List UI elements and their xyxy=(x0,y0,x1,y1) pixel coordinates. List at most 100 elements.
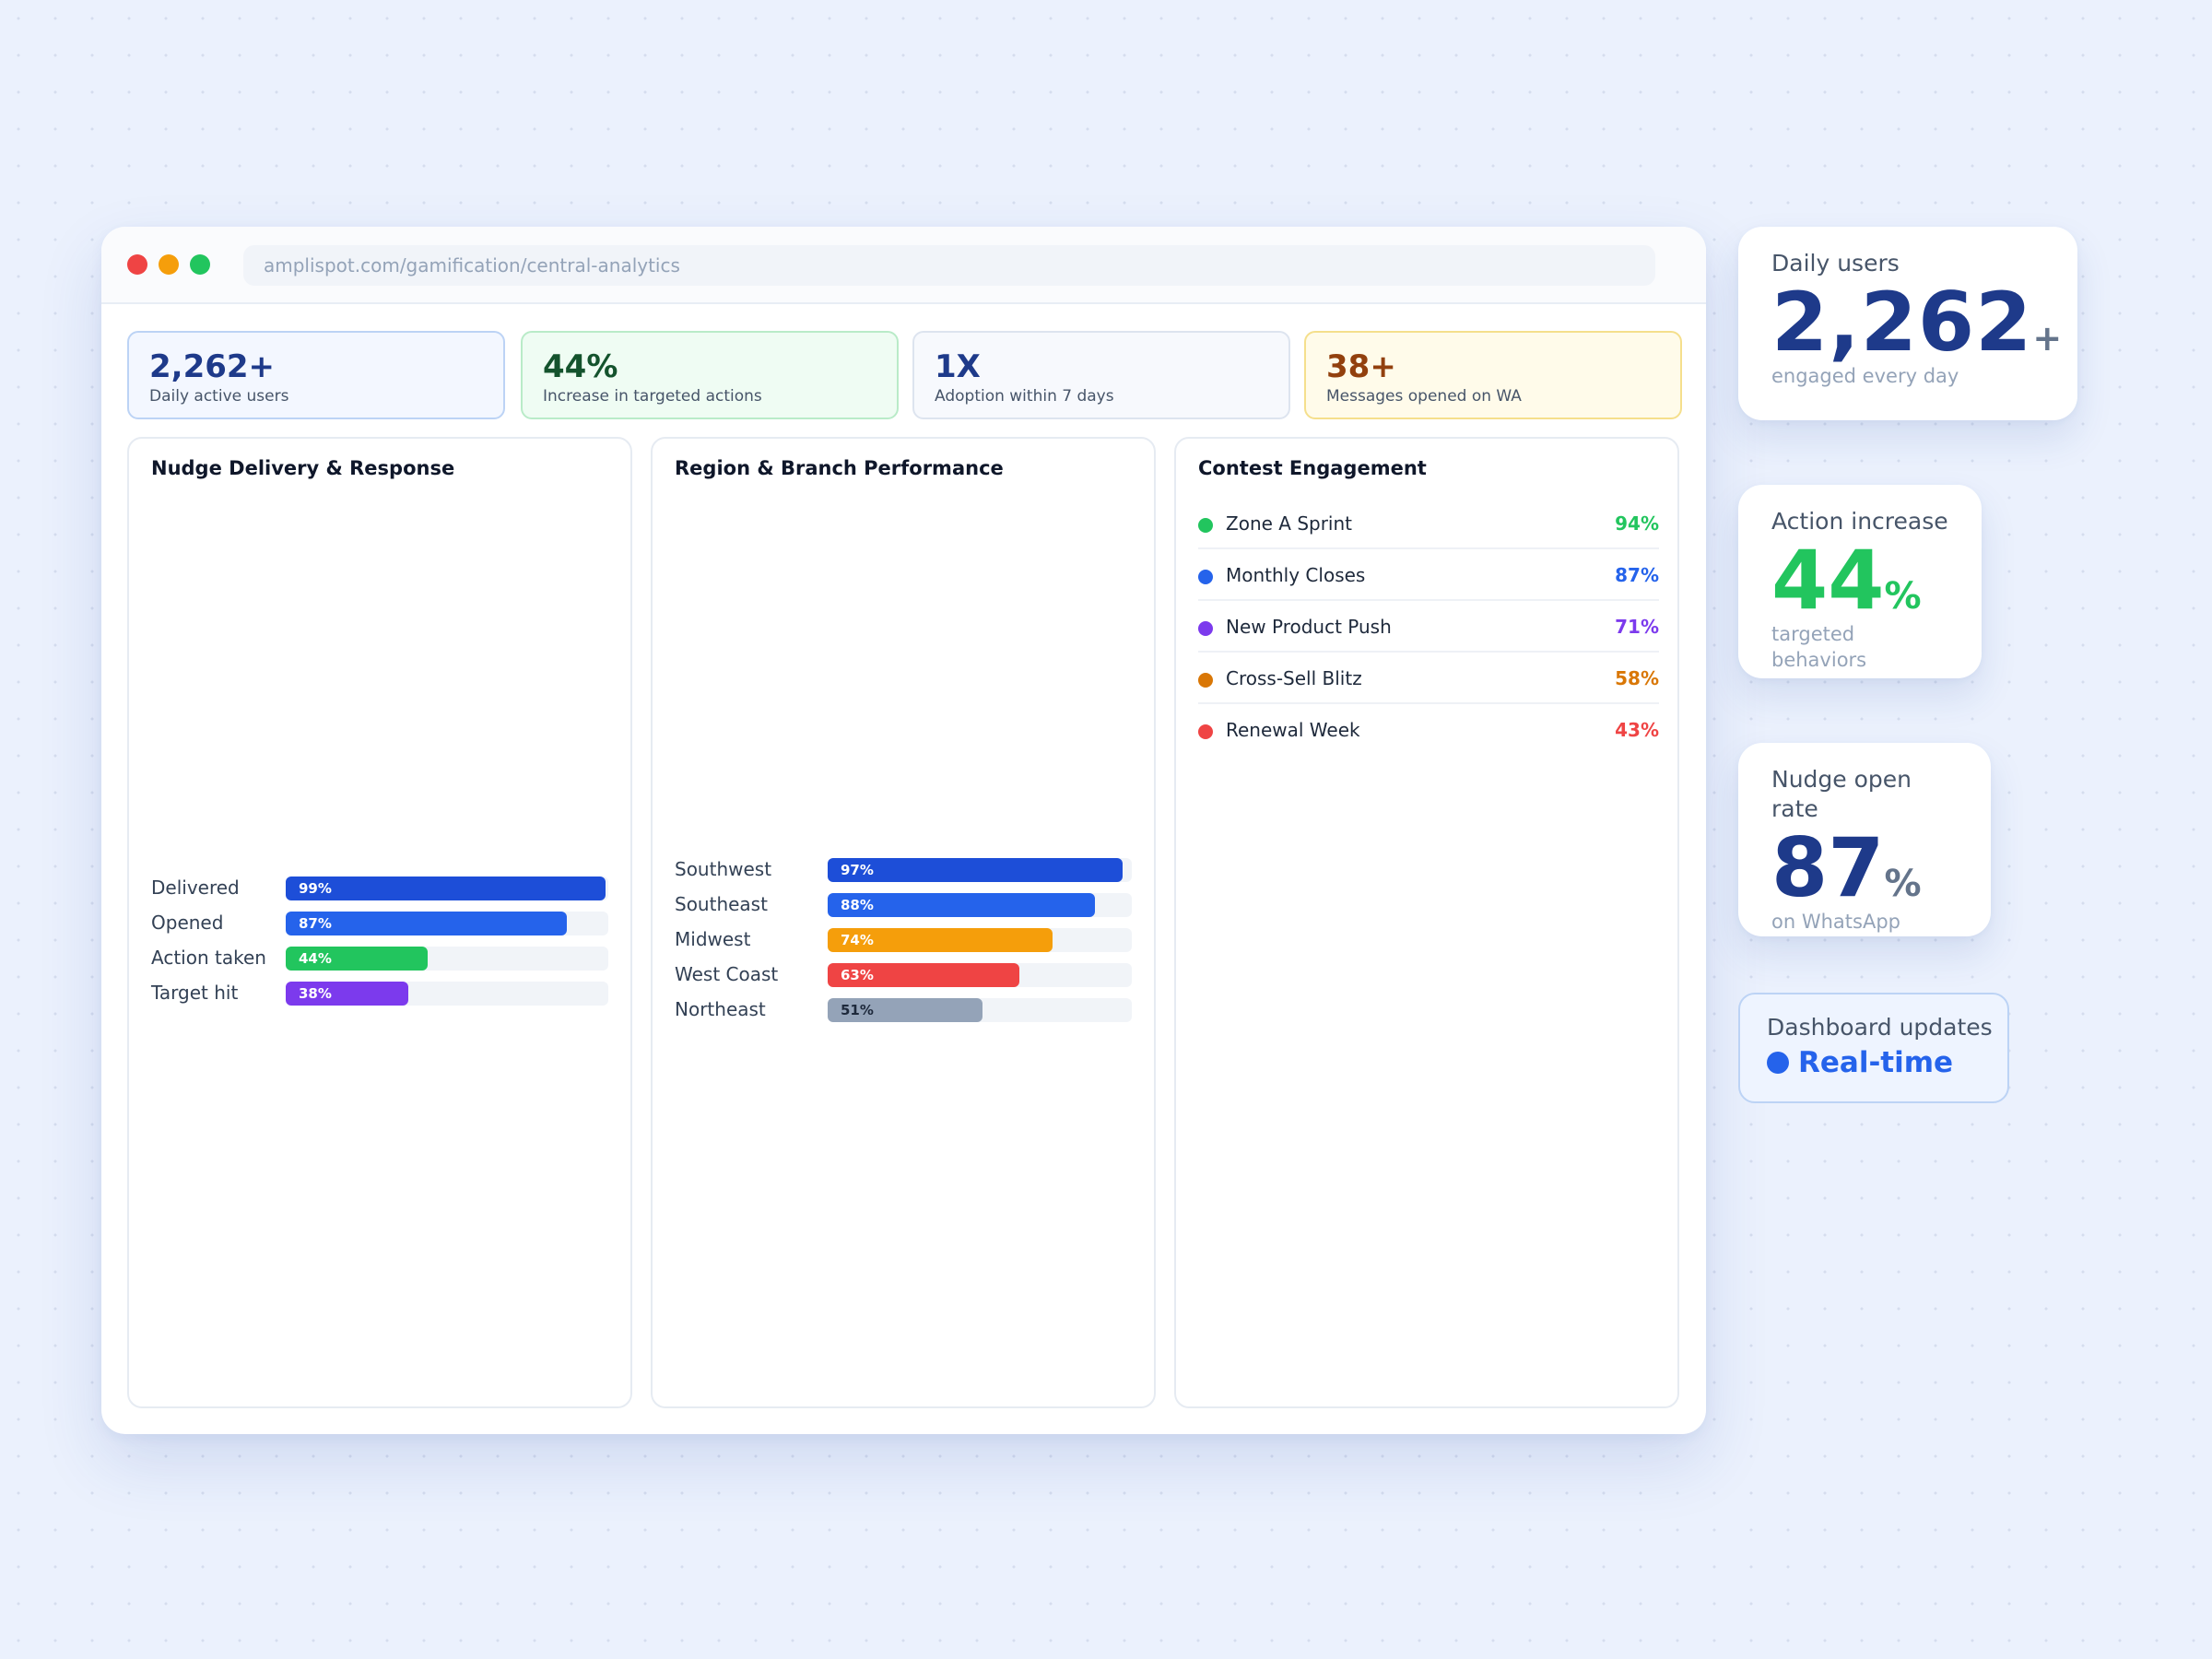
card-label: Action increase xyxy=(1771,508,1948,535)
contest-item: Zone A Sprint 94% xyxy=(1198,498,1659,549)
realtime-status: Real-time xyxy=(1767,1046,2007,1079)
card-value: 2,262+ xyxy=(1771,282,2062,363)
status-dot-icon xyxy=(1198,518,1213,533)
contest-name: Monthly Closes xyxy=(1226,564,1366,586)
bar-fill: 87% xyxy=(286,912,567,935)
contest-name: Zone A Sprint xyxy=(1226,512,1353,535)
bar-label: Southeast xyxy=(675,893,768,915)
card-subtitle: engaged every day xyxy=(1771,365,1959,387)
card-suffix: % xyxy=(1884,863,1922,905)
daily-users-card: Daily users 2,262+ engaged every day xyxy=(1738,227,2077,420)
card-label: Nudge open rate xyxy=(1771,766,1912,822)
bar-fill: 88% xyxy=(828,893,1096,917)
bar-label: Midwest xyxy=(675,928,751,950)
bar-value-label: 87% xyxy=(299,915,332,932)
bar-track: 74% xyxy=(828,928,1132,952)
browser-titlebar: amplispot.com/gamification/central-analy… xyxy=(101,227,1706,304)
bar-track: 44% xyxy=(286,947,608,971)
bar-value-label: 99% xyxy=(299,880,332,897)
region-performance-panel: Region & Branch Performance Southwest 97%… xyxy=(651,437,1156,1408)
live-dot-icon xyxy=(1767,1052,1789,1074)
bar-track: 51% xyxy=(828,998,1132,1022)
card-subtitle: targeted behaviors xyxy=(1771,623,1867,671)
card-value: 87% xyxy=(1771,828,1959,909)
dashboard-updates-card: Dashboard updates Real-time xyxy=(1738,993,2009,1103)
bar-value-label: 88% xyxy=(841,897,874,913)
bar-label: Northeast xyxy=(675,998,766,1020)
bar-track: 63% xyxy=(828,963,1132,987)
contest-percentage: 58% xyxy=(1615,667,1659,689)
status-dot-icon xyxy=(1198,621,1213,636)
kpi-card-daily-active-users: 2,262+ Daily active users xyxy=(127,331,505,419)
contest-engagement-panel: Contest Engagement Zone A Sprint 94% Month… xyxy=(1174,437,1679,1408)
bar-track: 87% xyxy=(286,912,608,935)
kpi-value: 44% xyxy=(543,348,618,385)
close-window-button[interactable] xyxy=(127,254,147,275)
contest-percentage: 43% xyxy=(1615,719,1659,741)
contest-name: Cross-Sell Blitz xyxy=(1226,667,1362,689)
kpi-label: Increase in targeted actions xyxy=(543,387,762,406)
bar-fill: 99% xyxy=(286,877,606,900)
bar-row: West Coast 63% xyxy=(675,962,1132,987)
bar-label: Delivered xyxy=(151,877,240,899)
bar-label: West Coast xyxy=(675,963,779,985)
bar-fill: 74% xyxy=(828,928,1053,952)
bar-value-label: 38% xyxy=(299,985,332,1002)
address-bar[interactable]: amplispot.com/gamification/central-analy… xyxy=(243,245,1655,286)
card-suffix: + xyxy=(2032,318,2064,359)
bar-fill: 44% xyxy=(286,947,428,971)
card-value: 44% xyxy=(1771,540,1950,621)
bar-fill: 38% xyxy=(286,982,408,1006)
bar-row: Southwest 97% xyxy=(675,857,1132,882)
contest-item: Cross-Sell Blitz 58% xyxy=(1198,653,1659,704)
bar-label: Southwest xyxy=(675,858,772,880)
bar-row: Action taken 44% xyxy=(151,946,608,971)
status-dot-icon xyxy=(1198,570,1213,584)
kpi-value: 38+ xyxy=(1326,348,1396,385)
maximize-window-button[interactable] xyxy=(190,254,210,275)
bar-value-label: 97% xyxy=(841,862,874,878)
kpi-value: 2,262+ xyxy=(149,348,276,385)
kpi-label: Adoption within 7 days xyxy=(935,387,1114,406)
bar-row: Delivered 99% xyxy=(151,876,608,900)
card-subtitle: on WhatsApp xyxy=(1771,911,1900,933)
card-label: Dashboard updates xyxy=(1767,1014,1993,1041)
realtime-label: Real-time xyxy=(1798,1046,1954,1079)
card-number: 87 xyxy=(1771,820,1885,915)
contest-percentage: 94% xyxy=(1615,512,1659,535)
nudge-delivery-panel: Nudge Delivery & Response Delivered 99% Op… xyxy=(127,437,632,1408)
contest-percentage: 71% xyxy=(1615,616,1659,638)
bar-track: 99% xyxy=(286,877,608,900)
action-increase-card: Action increase 44% targeted behaviors xyxy=(1738,485,1982,678)
bar-track: 97% xyxy=(828,858,1132,882)
bar-row: Midwest 74% xyxy=(675,927,1132,952)
bar-label: Opened xyxy=(151,912,224,934)
panel-title: Region & Branch Performance xyxy=(675,457,1004,479)
bar-value-label: 74% xyxy=(841,932,874,948)
bar-row: Northeast 51% xyxy=(675,997,1132,1022)
card-label: Daily users xyxy=(1771,250,1900,276)
kpi-card-messages-opened: 38+ Messages opened on WA xyxy=(1304,331,1682,419)
minimize-window-button[interactable] xyxy=(159,254,179,275)
nudge-open-rate-card: Nudge open rate 87% on WhatsApp xyxy=(1738,743,1991,936)
contest-item: New Product Push 71% xyxy=(1198,601,1659,653)
kpi-card-adoption: 1X Adoption within 7 days xyxy=(912,331,1290,419)
bar-label: Action taken xyxy=(151,947,266,969)
contest-item: Renewal Week 43% xyxy=(1198,704,1659,756)
bar-row: Target hit 38% xyxy=(151,981,608,1006)
contest-item: Monthly Closes 87% xyxy=(1198,549,1659,601)
status-dot-icon xyxy=(1198,724,1213,739)
panel-title: Nudge Delivery & Response xyxy=(151,457,455,479)
contest-name: Renewal Week xyxy=(1226,719,1360,741)
kpi-value: 1X xyxy=(935,348,981,385)
kpi-label: Daily active users xyxy=(149,387,289,406)
card-suffix: % xyxy=(1884,575,1922,618)
bar-value-label: 44% xyxy=(299,950,332,967)
contest-list: Zone A Sprint 94% Monthly Closes 87% New Pro… xyxy=(1198,498,1659,756)
kpi-label: Messages opened on WA xyxy=(1326,387,1522,406)
bar-fill: 97% xyxy=(828,858,1124,882)
bar-row: Southeast 88% xyxy=(675,892,1132,917)
contest-percentage: 87% xyxy=(1615,564,1659,586)
bar-value-label: 63% xyxy=(841,967,874,983)
kpi-card-targeted-actions: 44% Increase in targeted actions xyxy=(521,331,899,419)
